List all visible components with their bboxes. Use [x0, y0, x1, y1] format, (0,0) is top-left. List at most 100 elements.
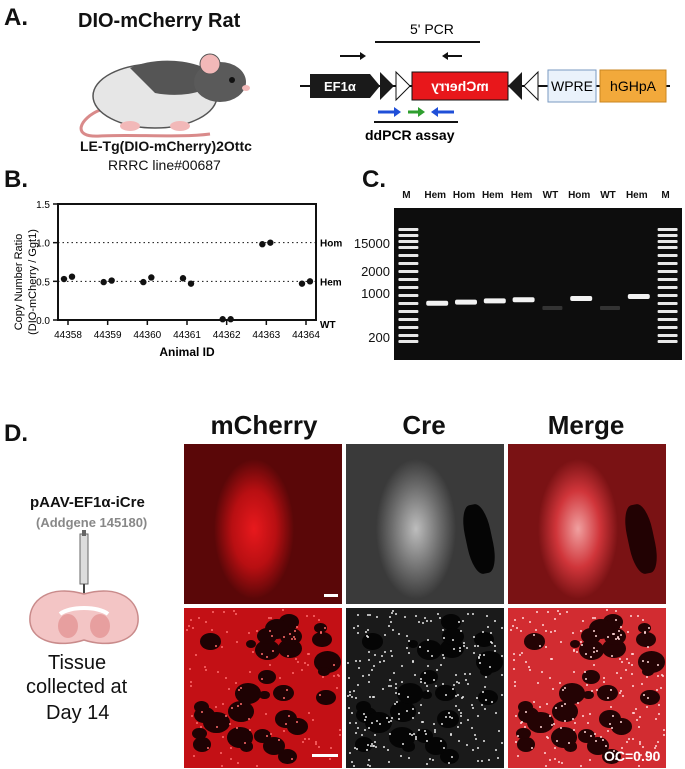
cell-puncta — [513, 680, 516, 683]
cell-puncta — [441, 683, 444, 686]
ladder-band — [657, 294, 678, 297]
cell-puncta — [375, 745, 378, 748]
cell-puncta — [239, 687, 242, 690]
cell-puncta — [369, 614, 372, 617]
cell-puncta — [586, 684, 589, 687]
cell-puncta — [353, 690, 356, 693]
cell-puncta — [351, 761, 354, 764]
cell-puncta — [237, 689, 240, 692]
cell-puncta — [189, 619, 192, 622]
micrograph-merge-high — [508, 608, 666, 768]
cell-puncta — [432, 678, 435, 681]
cell-puncta — [559, 727, 562, 730]
cell-puncta — [662, 674, 665, 677]
cell-puncta — [610, 706, 613, 709]
cell-puncta — [530, 747, 533, 750]
cell-puncta — [388, 616, 391, 619]
ladder-band — [398, 310, 419, 313]
cell-puncta — [424, 682, 427, 685]
cell-puncta — [229, 757, 232, 760]
cell-puncta — [632, 684, 635, 687]
cell-puncta — [572, 729, 575, 732]
cell-puncta — [381, 687, 384, 690]
cell-puncta — [357, 624, 360, 627]
cell-puncta — [472, 651, 475, 654]
cell-puncta — [239, 703, 242, 706]
cell-puncta — [354, 732, 357, 735]
cell-puncta — [647, 696, 650, 699]
cell-puncta — [491, 641, 494, 644]
pcr-label: 5' PCR — [410, 21, 454, 37]
cell-puncta — [401, 743, 404, 746]
cell-puncta — [356, 631, 359, 634]
cell-puncta — [394, 687, 397, 690]
ladder-band — [657, 262, 678, 265]
cell-puncta — [370, 721, 373, 724]
cell-puncta — [618, 638, 621, 641]
cell-puncta — [248, 729, 251, 732]
cell-puncta — [387, 748, 390, 751]
ladder-band — [398, 340, 419, 343]
cell-puncta — [525, 660, 528, 663]
cell-puncta — [456, 680, 459, 683]
cell-puncta — [410, 734, 413, 737]
cell-puncta — [406, 646, 409, 649]
cell-puncta — [476, 644, 479, 647]
tissue-void — [417, 640, 443, 661]
cell-puncta — [589, 712, 592, 715]
gel-lane-label: Hem — [424, 190, 447, 201]
gel-band — [570, 296, 593, 301]
cell-puncta — [428, 758, 431, 761]
cell-puncta — [483, 686, 486, 689]
cell-puncta — [529, 621, 532, 624]
x-tick-label: 44362 — [213, 330, 241, 341]
cell-puncta — [445, 716, 448, 719]
cell-puncta — [354, 697, 357, 700]
cell-puncta — [425, 733, 428, 736]
cell-puncta — [561, 761, 564, 764]
cell-puncta — [590, 734, 593, 737]
cell-puncta — [615, 610, 618, 613]
tissue-line-3: Day 14 — [46, 702, 110, 724]
cell-puncta — [603, 680, 606, 683]
cell-puncta — [237, 761, 240, 764]
wpre-label: WPRE — [551, 78, 593, 94]
cell-puncta — [440, 740, 443, 743]
cell-puncta — [449, 732, 452, 735]
cell-puncta — [550, 658, 553, 661]
cell-puncta — [328, 757, 331, 760]
cell-puncta — [255, 629, 258, 632]
cell-puncta — [351, 711, 354, 714]
cell-puncta — [458, 647, 461, 650]
cell-puncta — [615, 671, 618, 674]
cell-puncta — [406, 635, 409, 638]
tissue-void — [256, 627, 277, 645]
cell-puncta — [539, 705, 542, 708]
cell-puncta — [229, 723, 232, 726]
cell-puncta — [195, 653, 198, 656]
tissue-void — [314, 622, 328, 634]
cell-puncta — [224, 677, 227, 680]
cell-puncta — [186, 629, 189, 632]
cell-puncta — [319, 694, 322, 697]
cell-puncta — [605, 745, 608, 748]
cell-puncta — [354, 747, 357, 750]
cell-puncta — [533, 633, 536, 636]
cell-puncta — [501, 627, 503, 630]
cell-puncta — [522, 617, 525, 620]
cell-puncta — [641, 745, 644, 748]
cell-puncta — [284, 723, 287, 726]
data-point — [179, 275, 187, 282]
cell-puncta — [366, 764, 369, 767]
cell-puncta — [397, 633, 400, 636]
cell-puncta — [452, 647, 455, 650]
cell-puncta — [295, 721, 298, 724]
cell-puncta — [501, 674, 504, 677]
cell-puncta — [366, 613, 369, 616]
cell-puncta — [323, 627, 326, 630]
cell-puncta — [442, 636, 445, 639]
faint-band — [542, 306, 563, 310]
cell-puncta — [374, 654, 377, 657]
data-point — [60, 275, 68, 283]
cell-puncta — [563, 720, 566, 723]
